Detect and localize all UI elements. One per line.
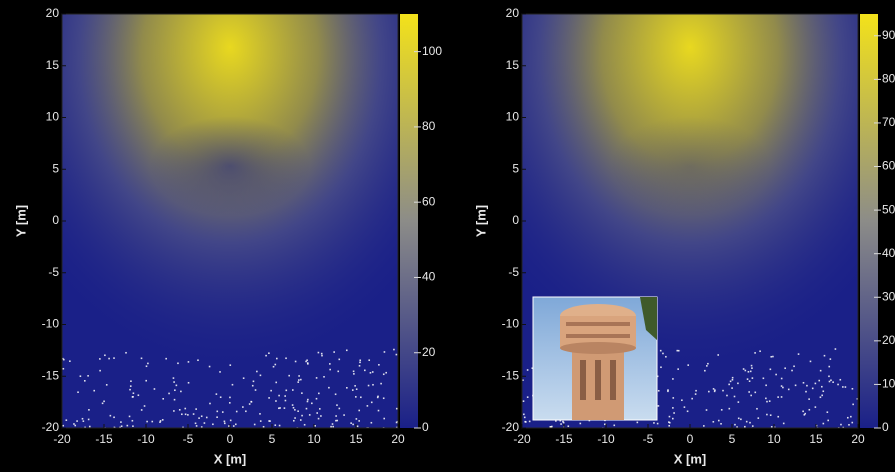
colorbar-tick-label: 70: [882, 115, 895, 129]
colorbar-tick-label: 80: [882, 72, 895, 86]
x-tick-label: -15: [95, 432, 113, 446]
x-tick-label: 20: [391, 432, 405, 446]
y-axis-label: Y [m]: [13, 205, 28, 237]
y-tick-label: 20: [46, 6, 60, 20]
y-tick-label: -15: [42, 368, 60, 382]
heatmap-image: [62, 14, 398, 428]
x-tick-label: -10: [137, 432, 155, 446]
colorbar-tick-label: 50: [882, 202, 895, 216]
x-tick-label: 0: [687, 432, 694, 446]
x-tick-label: -10: [597, 432, 615, 446]
inset-photo: [532, 296, 658, 421]
x-tick-label: 5: [729, 432, 736, 446]
y-tick-label: 0: [52, 213, 59, 227]
y-tick-label: -5: [48, 265, 59, 279]
colorbar-tick-label: 20: [422, 345, 436, 359]
y-tick-label: 0: [512, 213, 519, 227]
colorbar-tick-label: 0: [422, 420, 429, 434]
x-axis-label: X [m]: [214, 451, 247, 466]
y-axis-label: Y [m]: [473, 205, 488, 237]
x-axis-label: X [m]: [674, 451, 707, 466]
x-tick-label: -5: [183, 432, 194, 446]
colorbar-tick-label: 10: [882, 377, 895, 391]
y-tick-label: -10: [42, 317, 60, 331]
y-tick-label: 15: [506, 58, 520, 72]
y-tick-label: -20: [502, 420, 520, 434]
y-tick-label: 5: [52, 161, 59, 175]
y-tick-label: -15: [502, 368, 520, 382]
colorbar-tick-label: 90: [882, 28, 895, 42]
y-tick-label: 5: [512, 161, 519, 175]
colorbar-tick-label: 40: [422, 270, 436, 284]
y-tick-label: 10: [46, 110, 60, 124]
x-tick-label: -20: [53, 432, 71, 446]
x-tick-label: 20: [851, 432, 865, 446]
x-tick-label: 10: [767, 432, 781, 446]
x-tick-label: -5: [643, 432, 654, 446]
x-tick-label: -15: [555, 432, 573, 446]
y-tick-label: 10: [506, 110, 520, 124]
y-tick-label: -5: [508, 265, 519, 279]
x-tick-label: -20: [513, 432, 531, 446]
colorbar-tick-label: 30: [882, 289, 895, 303]
y-tick-label: -10: [502, 317, 520, 331]
x-tick-label: 5: [269, 432, 276, 446]
x-tick-label: 15: [349, 432, 363, 446]
colorbar-tick-label: 100: [422, 44, 442, 58]
colorbar-tick-label: 60: [882, 159, 895, 173]
x-tick-label: 0: [227, 432, 234, 446]
colorbar-tick-label: 40: [882, 246, 895, 260]
y-tick-label: 20: [506, 6, 520, 20]
y-tick-label: 15: [46, 58, 60, 72]
colorbar-tick-label: 20: [882, 333, 895, 347]
panels: -20 -15 -10 -5 0 5 10 15 20 -20 -15 -10 -5 0 5 10 15 20 X …: [13, 6, 895, 466]
x-tick-label: 15: [809, 432, 823, 446]
y-tick-label: -20: [42, 420, 60, 434]
colorbar-tick-label: 60: [422, 194, 436, 208]
colorbar-tick-label: 80: [422, 119, 436, 133]
colorbar: [400, 14, 418, 428]
panel: -20 -15 -10 -5 0 5 10 15 20 -20 -15 -10 -5 0 5 10 15 20 X …: [13, 6, 442, 466]
colorbar-tick-label: 0: [882, 420, 889, 434]
x-tick-label: 10: [307, 432, 321, 446]
colorbar: [860, 14, 878, 428]
